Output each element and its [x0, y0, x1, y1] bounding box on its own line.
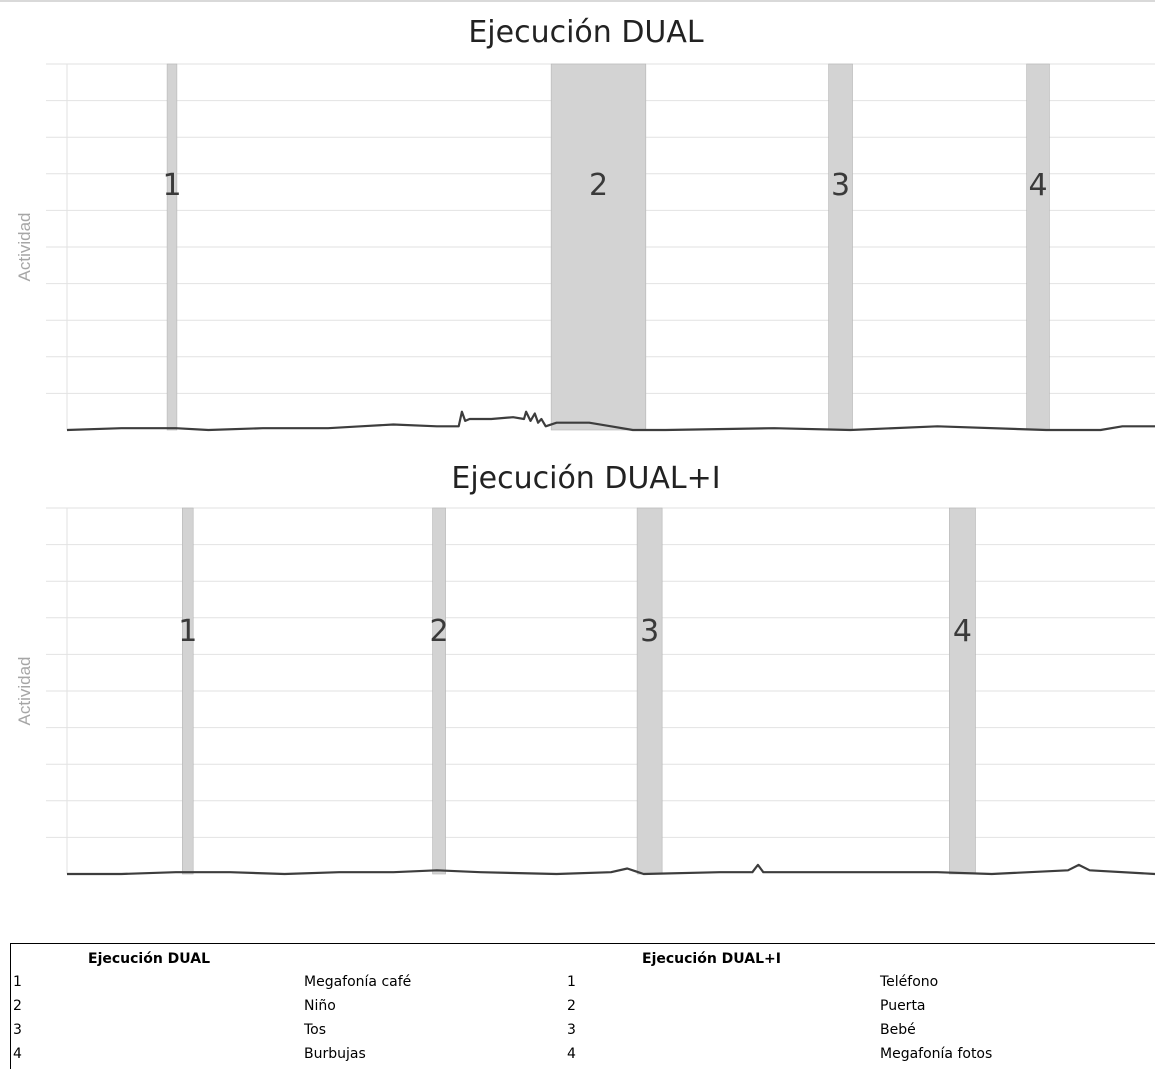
event-band-3: [636, 507, 663, 875]
legend-dual-num: 2: [13, 998, 22, 1014]
chart-title: Ejecución DUAL: [468, 15, 704, 50]
event-band-2: [432, 507, 446, 875]
legend-dual-i-name: Puerta: [880, 998, 926, 1014]
event-label-3: 3: [640, 614, 659, 649]
legend-dual-name: Burbujas: [304, 1046, 366, 1062]
legend-dual-i-num: 2: [567, 998, 576, 1014]
event-band-4: [949, 507, 976, 875]
event-band-1: [166, 63, 178, 431]
event-band-4: [1026, 63, 1050, 431]
legend-dual-i-name: Megafonía fotos: [880, 1046, 993, 1062]
event-label-2: 2: [430, 614, 449, 649]
legend-dual-name: Niño: [304, 998, 336, 1014]
chart-title: Ejecución DUAL+I: [451, 461, 720, 496]
legend-dual-num: 3: [13, 1022, 22, 1038]
legend-dual-name: Megafonía café: [304, 974, 412, 990]
top-divider: [0, 0, 1155, 2]
chart-ejecucion-dual-i: 1 2 3 4 Ejecución DUAL+I Actividad: [15, 461, 1155, 876]
legend-dual-i-num: 1: [567, 974, 576, 990]
event-label-4: 4: [953, 614, 972, 649]
event-label-3: 3: [831, 168, 850, 203]
legend-header-dual: Ejecución DUAL: [88, 951, 210, 967]
legend-dual-i-name: Bebé: [880, 1022, 916, 1038]
event-band-2: [550, 63, 647, 431]
legend-dual-num: 4: [13, 1046, 22, 1062]
legend-dual-i-num: 4: [567, 1046, 576, 1062]
legend-header-dual-i: Ejecución DUAL+I: [642, 951, 781, 967]
event-label-1: 1: [162, 168, 181, 203]
legend-dual-name: Tos: [304, 1022, 327, 1038]
legend-table: Ejecución DUAL Ejecución DUAL+I 1 Megafo…: [10, 943, 1155, 1069]
y-axis-label: Actividad: [15, 657, 34, 726]
chart-ejecucion-dual: 1 2 3 4 Ejecución DUAL Actividad: [15, 15, 1155, 432]
event-label-1: 1: [178, 614, 197, 649]
event-label-2: 2: [589, 168, 608, 203]
y-axis-label: Actividad: [15, 213, 34, 282]
legend-dual-i-num: 3: [567, 1022, 576, 1038]
legend-dual-i-name: Teléfono: [880, 974, 939, 990]
event-label-4: 4: [1028, 168, 1047, 203]
activity-line: [66, 410, 1155, 432]
event-band-1: [182, 507, 194, 875]
legend-dual-num: 1: [13, 974, 22, 990]
event-band-3: [828, 63, 853, 431]
activity-line: [67, 863, 1155, 876]
